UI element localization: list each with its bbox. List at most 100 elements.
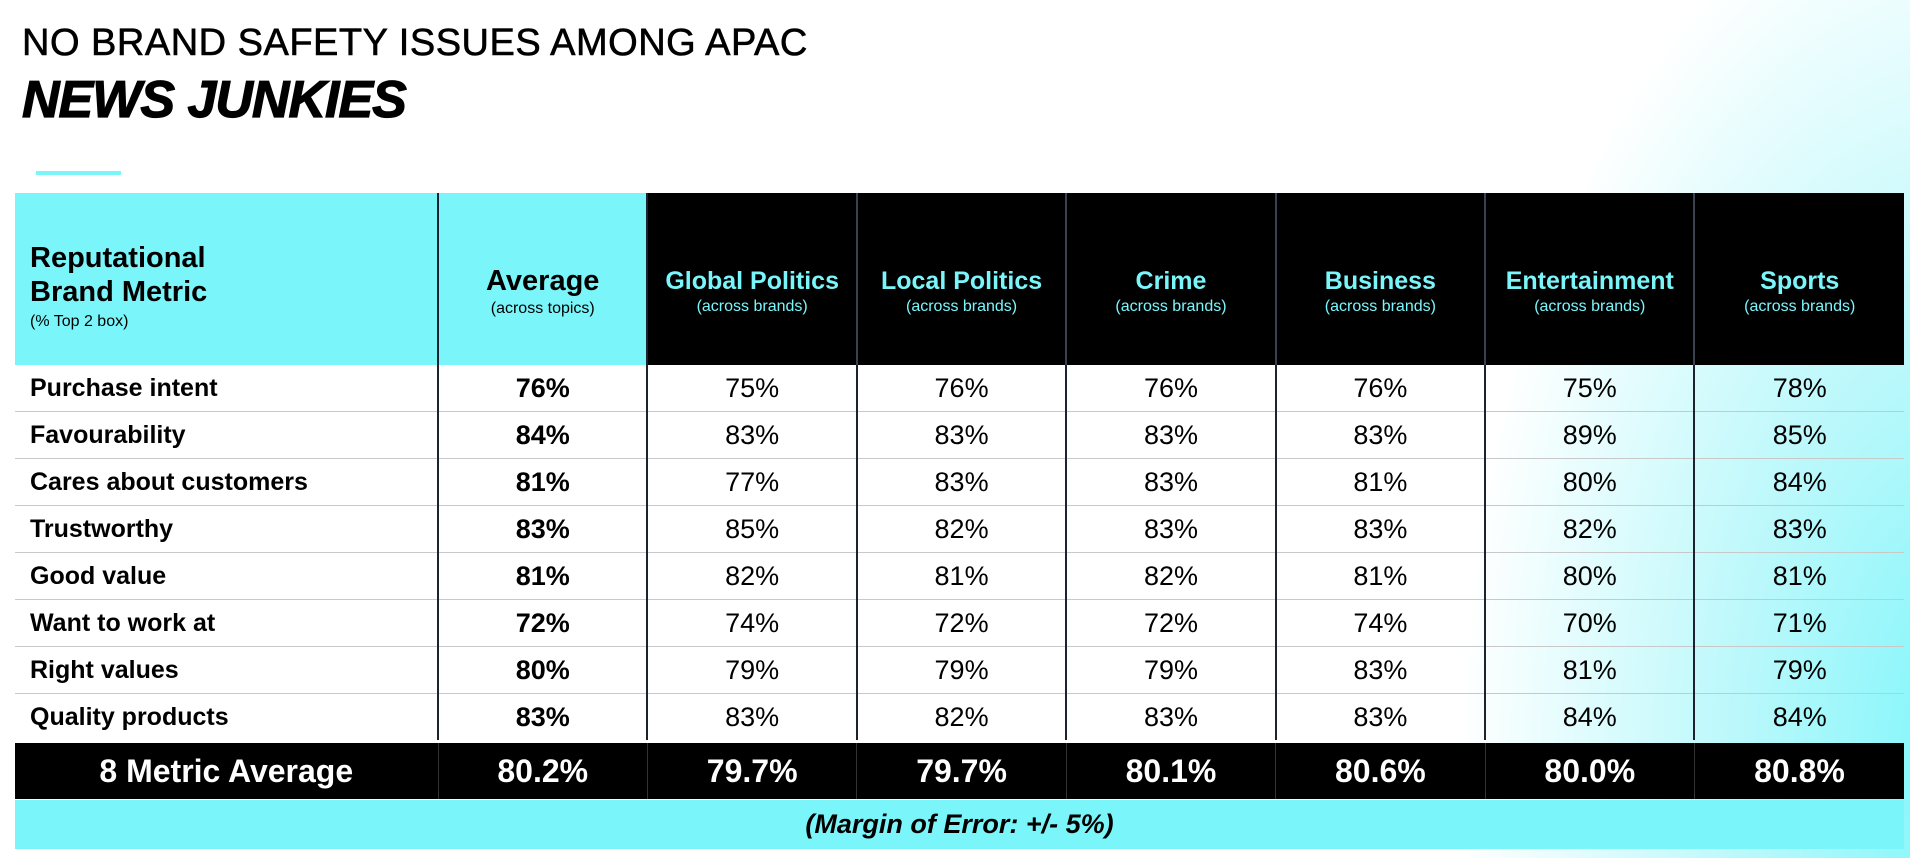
row-average: 76% (438, 365, 649, 412)
topic-sub: (across brands) (905, 298, 1018, 315)
cell-value: 84% (1485, 693, 1696, 740)
cell-value: 81% (856, 552, 1068, 600)
cell-value: 85% (647, 505, 858, 553)
metric-column-header: Reputational Brand Metric (% Top 2 box) (15, 193, 440, 365)
cell-value: 81% (1694, 552, 1904, 600)
cell-value: 79% (856, 646, 1068, 694)
row-label: Favourability (15, 411, 440, 459)
topic-sub: (across brands) (696, 298, 808, 315)
cell-value: 77% (647, 458, 858, 506)
cell-value: 83% (1066, 458, 1277, 506)
cell-value: 74% (647, 599, 858, 647)
summary-value: 80.8% (1694, 743, 1904, 799)
cell-value: 83% (1066, 693, 1277, 740)
cell-value: 72% (1066, 599, 1277, 647)
row-label: Quality products (15, 693, 440, 740)
row-label: Trustworthy (15, 505, 440, 553)
topic-sub: (across brands) (1324, 298, 1436, 315)
summary-value: 80.0% (1485, 743, 1695, 799)
topic-header-business: Business (across brands) (1275, 193, 1487, 365)
margin-of-error-note: (Margin of Error: +/- 5%) (15, 800, 1904, 849)
cell-value: 78% (1694, 365, 1904, 412)
cell-value: 81% (1485, 646, 1696, 694)
metric-header-sub: (% Top 2 box) (30, 313, 129, 330)
cell-value: 75% (647, 365, 858, 412)
topic-header-local-politics: Local Politics (across brands) (856, 193, 1068, 365)
cell-value: 81% (1275, 552, 1487, 600)
cell-value: 83% (1694, 505, 1904, 553)
table-row: Good value 81% 82% 81% 82% 81% 80% 81% (15, 552, 1904, 600)
average-column-header: Average (across topics) (438, 193, 649, 365)
table-row: Quality products 83% 83% 82% 83% 83% 84%… (15, 693, 1904, 740)
topic-title: Business (1324, 267, 1436, 295)
cell-value: 83% (647, 411, 858, 459)
table-row: Purchase intent 76% 75% 76% 76% 76% 75% … (15, 365, 1904, 412)
cell-value: 76% (1275, 365, 1487, 412)
summary-label: 8 Metric Average (15, 743, 439, 799)
cell-value: 83% (856, 411, 1068, 459)
row-label: Purchase intent (15, 365, 440, 412)
cell-value: 82% (856, 505, 1068, 553)
row-average: 83% (438, 505, 649, 553)
cell-value: 74% (1275, 599, 1487, 647)
cell-value: 83% (1275, 646, 1487, 694)
accent-divider (36, 171, 121, 175)
table-header-row: Reputational Brand Metric (% Top 2 box) … (15, 193, 1904, 365)
cell-value: 76% (856, 365, 1068, 412)
topic-title: Sports (1760, 267, 1840, 295)
row-average: 81% (438, 458, 649, 506)
average-header-sub: (across topics) (490, 300, 595, 317)
cell-value: 70% (1485, 599, 1696, 647)
cell-value: 79% (1066, 646, 1277, 694)
topic-sub: (across brands) (1534, 298, 1646, 315)
page-title-line2: NEWS JUNKIES (21, 70, 407, 129)
row-average: 80% (438, 646, 649, 694)
table-row: Right values 80% 79% 79% 79% 83% 81% 79% (15, 646, 1904, 694)
topic-sub: (across brands) (1744, 298, 1856, 315)
topic-header-sports: Sports (across brands) (1694, 193, 1904, 365)
cell-value: 82% (856, 693, 1068, 740)
cell-value: 82% (647, 552, 858, 600)
summary-value: 80.6% (1275, 743, 1486, 799)
summary-average: 80.2% (438, 743, 648, 799)
cell-value: 83% (1066, 505, 1277, 553)
table-row: Favourability 84% 83% 83% 83% 83% 89% 85… (15, 411, 1904, 459)
topic-header-entertainment: Entertainment (across brands) (1485, 193, 1696, 365)
table-row: Trustworthy 83% 85% 82% 83% 83% 82% 83% (15, 505, 1904, 553)
table-row: Cares about customers 81% 77% 83% 83% 81… (15, 458, 1904, 506)
cell-value: 79% (647, 646, 858, 694)
cell-value: 83% (1275, 411, 1487, 459)
topic-sub: (across brands) (1115, 298, 1227, 315)
row-average: 83% (438, 693, 649, 740)
cell-value: 72% (856, 599, 1068, 647)
cell-value: 80% (1485, 458, 1696, 506)
row-label: Right values (15, 646, 440, 694)
cell-value: 75% (1485, 365, 1696, 412)
table-row: Want to work at 72% 74% 72% 72% 74% 70% … (15, 599, 1904, 647)
cell-value: 71% (1694, 599, 1904, 647)
cell-value: 83% (1275, 505, 1487, 553)
average-header-title: Average (486, 265, 600, 297)
row-average: 81% (438, 552, 649, 600)
cell-value: 80% (1485, 552, 1696, 600)
metric-header-line1: Reputational (30, 242, 206, 274)
topic-header-global-politics: Global Politics (across brands) (647, 193, 858, 365)
summary-value: 80.1% (1066, 743, 1277, 799)
summary-table: 8 Metric Average 80.2% 79.7% 79.7% 80.1%… (15, 743, 1904, 799)
cell-value: 83% (856, 458, 1068, 506)
cell-value: 83% (647, 693, 858, 740)
topic-title: Local Politics (880, 267, 1043, 295)
topic-title: Global Politics (665, 267, 839, 295)
cell-value: 81% (1275, 458, 1487, 506)
row-label: Good value (15, 552, 440, 600)
summary-value: 79.7% (856, 743, 1067, 799)
cell-value: 84% (1694, 458, 1904, 506)
cell-value: 84% (1772, 701, 1827, 732)
row-average: 84% (438, 411, 649, 459)
cell-value: 89% (1485, 411, 1696, 459)
cell-value: 82% (1485, 505, 1696, 553)
cell-value: 83% (1275, 693, 1487, 740)
row-label: Want to work at (15, 599, 440, 647)
cell-value: 76% (1066, 365, 1277, 412)
topic-title: Entertainment (1505, 267, 1674, 295)
